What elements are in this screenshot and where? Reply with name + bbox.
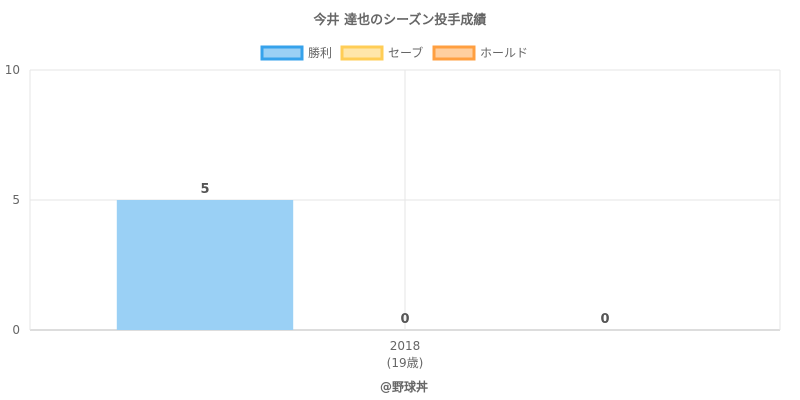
- legend-label: セーブ: [388, 45, 423, 60]
- footer-credit: @野球丼: [380, 379, 428, 394]
- y-tick-label: 10: [5, 63, 20, 77]
- x-tick-label: 2018: [390, 339, 421, 353]
- y-tick-label: 0: [12, 323, 20, 337]
- chart-title: 今井 達也のシーズン投手成績: [313, 12, 487, 28]
- bar: [116, 200, 294, 330]
- x-tick-sublabel: (19歳): [387, 356, 424, 370]
- data-label: 0: [600, 312, 609, 327]
- data-label: 5: [200, 182, 209, 197]
- legend-swatch: [432, 45, 476, 61]
- legend-swatch: [340, 45, 384, 61]
- legend-label: ホールド: [480, 46, 528, 60]
- legend-label: 勝利: [308, 45, 332, 60]
- data-label: 0: [400, 312, 409, 327]
- y-tick-label: 5: [12, 193, 20, 207]
- legend-swatch: [260, 45, 304, 61]
